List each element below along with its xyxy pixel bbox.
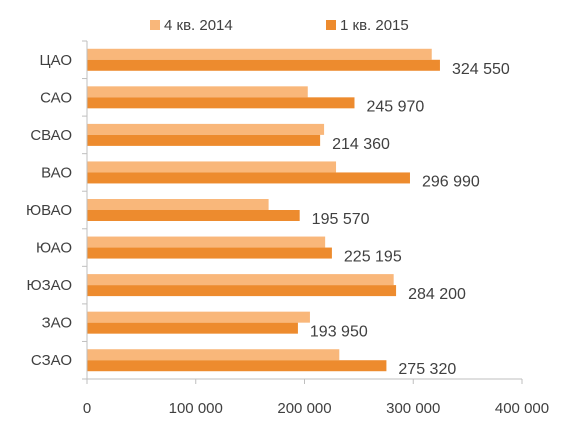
bar [87, 322, 298, 334]
bar [87, 274, 394, 286]
x-tick-label: 0 [83, 400, 91, 417]
x-tick-label: 100 000 [169, 400, 223, 417]
data-label: 296 990 [422, 173, 480, 190]
bar [87, 311, 310, 323]
data-label: 245 970 [366, 98, 424, 115]
bars-group [87, 48, 440, 372]
category-label: ЦАО [40, 52, 72, 69]
category-label: ВАО [41, 164, 72, 181]
category-label: ЮАО [36, 240, 72, 257]
data-label: 324 550 [452, 61, 510, 78]
bar [87, 360, 387, 372]
bar [87, 349, 340, 361]
bar [87, 210, 300, 221]
bar [87, 172, 410, 184]
bar [87, 247, 332, 259]
category-label: СВАО [30, 127, 72, 144]
category-label: ЗАО [42, 315, 72, 332]
x-tick-label: 200 000 [277, 400, 331, 417]
bar [87, 161, 337, 173]
bar [87, 86, 308, 98]
data-label: 225 195 [344, 249, 402, 266]
category-label: САО [40, 89, 72, 106]
category-label: ЮВАО [26, 202, 72, 219]
bar [87, 48, 432, 60]
bar [87, 285, 397, 297]
x-tick-label: 400 000 [495, 400, 549, 417]
category-label: СЗАО [31, 352, 72, 369]
bar [87, 123, 325, 135]
legend-label: 4 кв. 2014 [164, 17, 233, 34]
data-label: 275 320 [398, 361, 456, 378]
axes-group: 0 100 000 200 000 300 000 400 000 [82, 40, 549, 417]
x-tick-label: 300 000 [386, 400, 440, 417]
category-label: ЮЗАО [26, 277, 72, 294]
bar [87, 97, 355, 109]
bar [87, 134, 321, 146]
legend-swatch [150, 20, 160, 30]
legend-label: 1 кв. 2015 [340, 17, 409, 34]
bar [87, 59, 440, 71]
data-label: 214 360 [332, 136, 390, 153]
data-label: 195 570 [312, 211, 370, 228]
legend-swatch [326, 20, 336, 30]
data-label: 284 200 [408, 286, 466, 303]
legend: 4 кв. 2014 1 кв. 2015 [150, 17, 409, 34]
labels-group: ЦАО 324 550 САО 245 970 СВАО 214 360 ВАО 296 99… [26, 52, 510, 378]
bar [87, 236, 326, 248]
bar [87, 199, 269, 210]
data-label: 193 950 [310, 324, 368, 341]
